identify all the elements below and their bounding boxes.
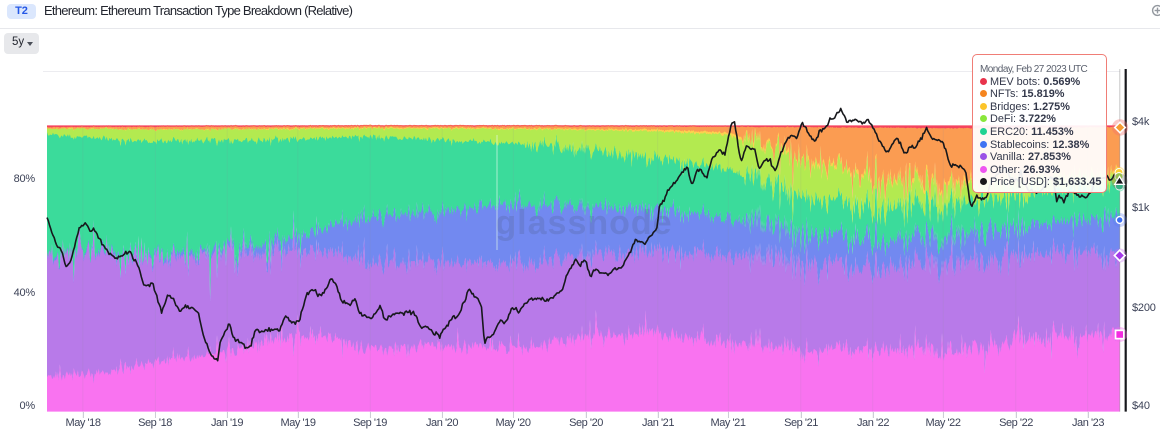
svg-text:glassnode: glassnode (495, 204, 672, 242)
